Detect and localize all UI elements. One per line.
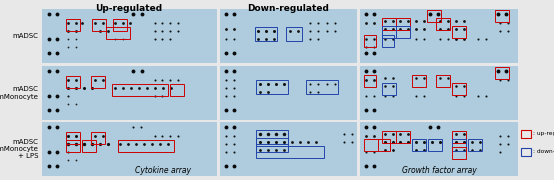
Bar	[66, 140, 80, 152]
Bar	[521, 148, 531, 156]
Bar	[256, 130, 288, 144]
Bar	[412, 75, 426, 87]
Bar	[220, 122, 357, 176]
Bar	[112, 84, 168, 96]
Bar	[378, 139, 390, 151]
Bar	[360, 66, 518, 120]
Bar	[495, 10, 509, 22]
Bar	[364, 35, 376, 47]
Bar	[66, 76, 80, 88]
Text: Down-regulated: Down-regulated	[247, 4, 329, 13]
Bar	[91, 132, 105, 144]
Bar	[255, 27, 277, 41]
Bar	[360, 9, 518, 63]
Bar	[66, 19, 80, 31]
Bar	[412, 139, 426, 151]
Bar	[364, 139, 378, 151]
Bar	[436, 18, 450, 30]
Text: : up-regulated factors: : up-regulated factors	[533, 132, 554, 136]
Bar	[106, 27, 130, 39]
Text: mADSC
+ mMonocyte
+ LPS: mADSC + mMonocyte + LPS	[0, 138, 38, 159]
Bar	[66, 132, 80, 144]
Bar	[220, 9, 357, 63]
Bar	[364, 75, 376, 87]
Bar	[396, 26, 410, 38]
Bar	[382, 131, 396, 143]
Bar	[428, 139, 442, 151]
Bar	[42, 66, 217, 120]
Bar	[118, 140, 174, 152]
Text: Up-regulated: Up-regulated	[95, 4, 162, 13]
Bar	[521, 130, 531, 138]
Bar	[42, 9, 217, 63]
Bar	[396, 18, 410, 30]
Bar	[495, 67, 509, 79]
Bar	[452, 139, 466, 151]
Bar	[382, 26, 396, 38]
Bar	[170, 84, 184, 96]
Text: mADSC
+ mMonocyte: mADSC + mMonocyte	[0, 86, 38, 100]
Bar	[468, 139, 482, 151]
Bar	[452, 147, 466, 159]
Bar	[382, 83, 396, 95]
Bar	[452, 83, 466, 95]
Bar	[452, 26, 466, 38]
Bar	[91, 76, 105, 88]
Text: : down-regulated factors: : down-regulated factors	[533, 150, 554, 154]
Bar	[427, 10, 441, 22]
Text: mADSC: mADSC	[12, 33, 38, 39]
Bar	[382, 18, 396, 30]
Bar	[286, 27, 302, 41]
Bar	[92, 19, 106, 31]
Bar	[360, 122, 518, 176]
Bar	[382, 35, 394, 47]
Bar	[256, 138, 288, 152]
Bar	[452, 131, 466, 143]
Bar	[113, 19, 127, 31]
Bar	[256, 146, 324, 158]
Bar	[396, 131, 410, 143]
Bar	[256, 80, 288, 94]
Text: Growth factor array: Growth factor array	[402, 166, 476, 175]
Bar	[82, 140, 96, 152]
Text: Cytokine array: Cytokine array	[135, 166, 191, 175]
Bar	[436, 75, 450, 87]
Bar	[306, 80, 338, 94]
Bar	[42, 122, 217, 176]
Bar	[220, 66, 357, 120]
